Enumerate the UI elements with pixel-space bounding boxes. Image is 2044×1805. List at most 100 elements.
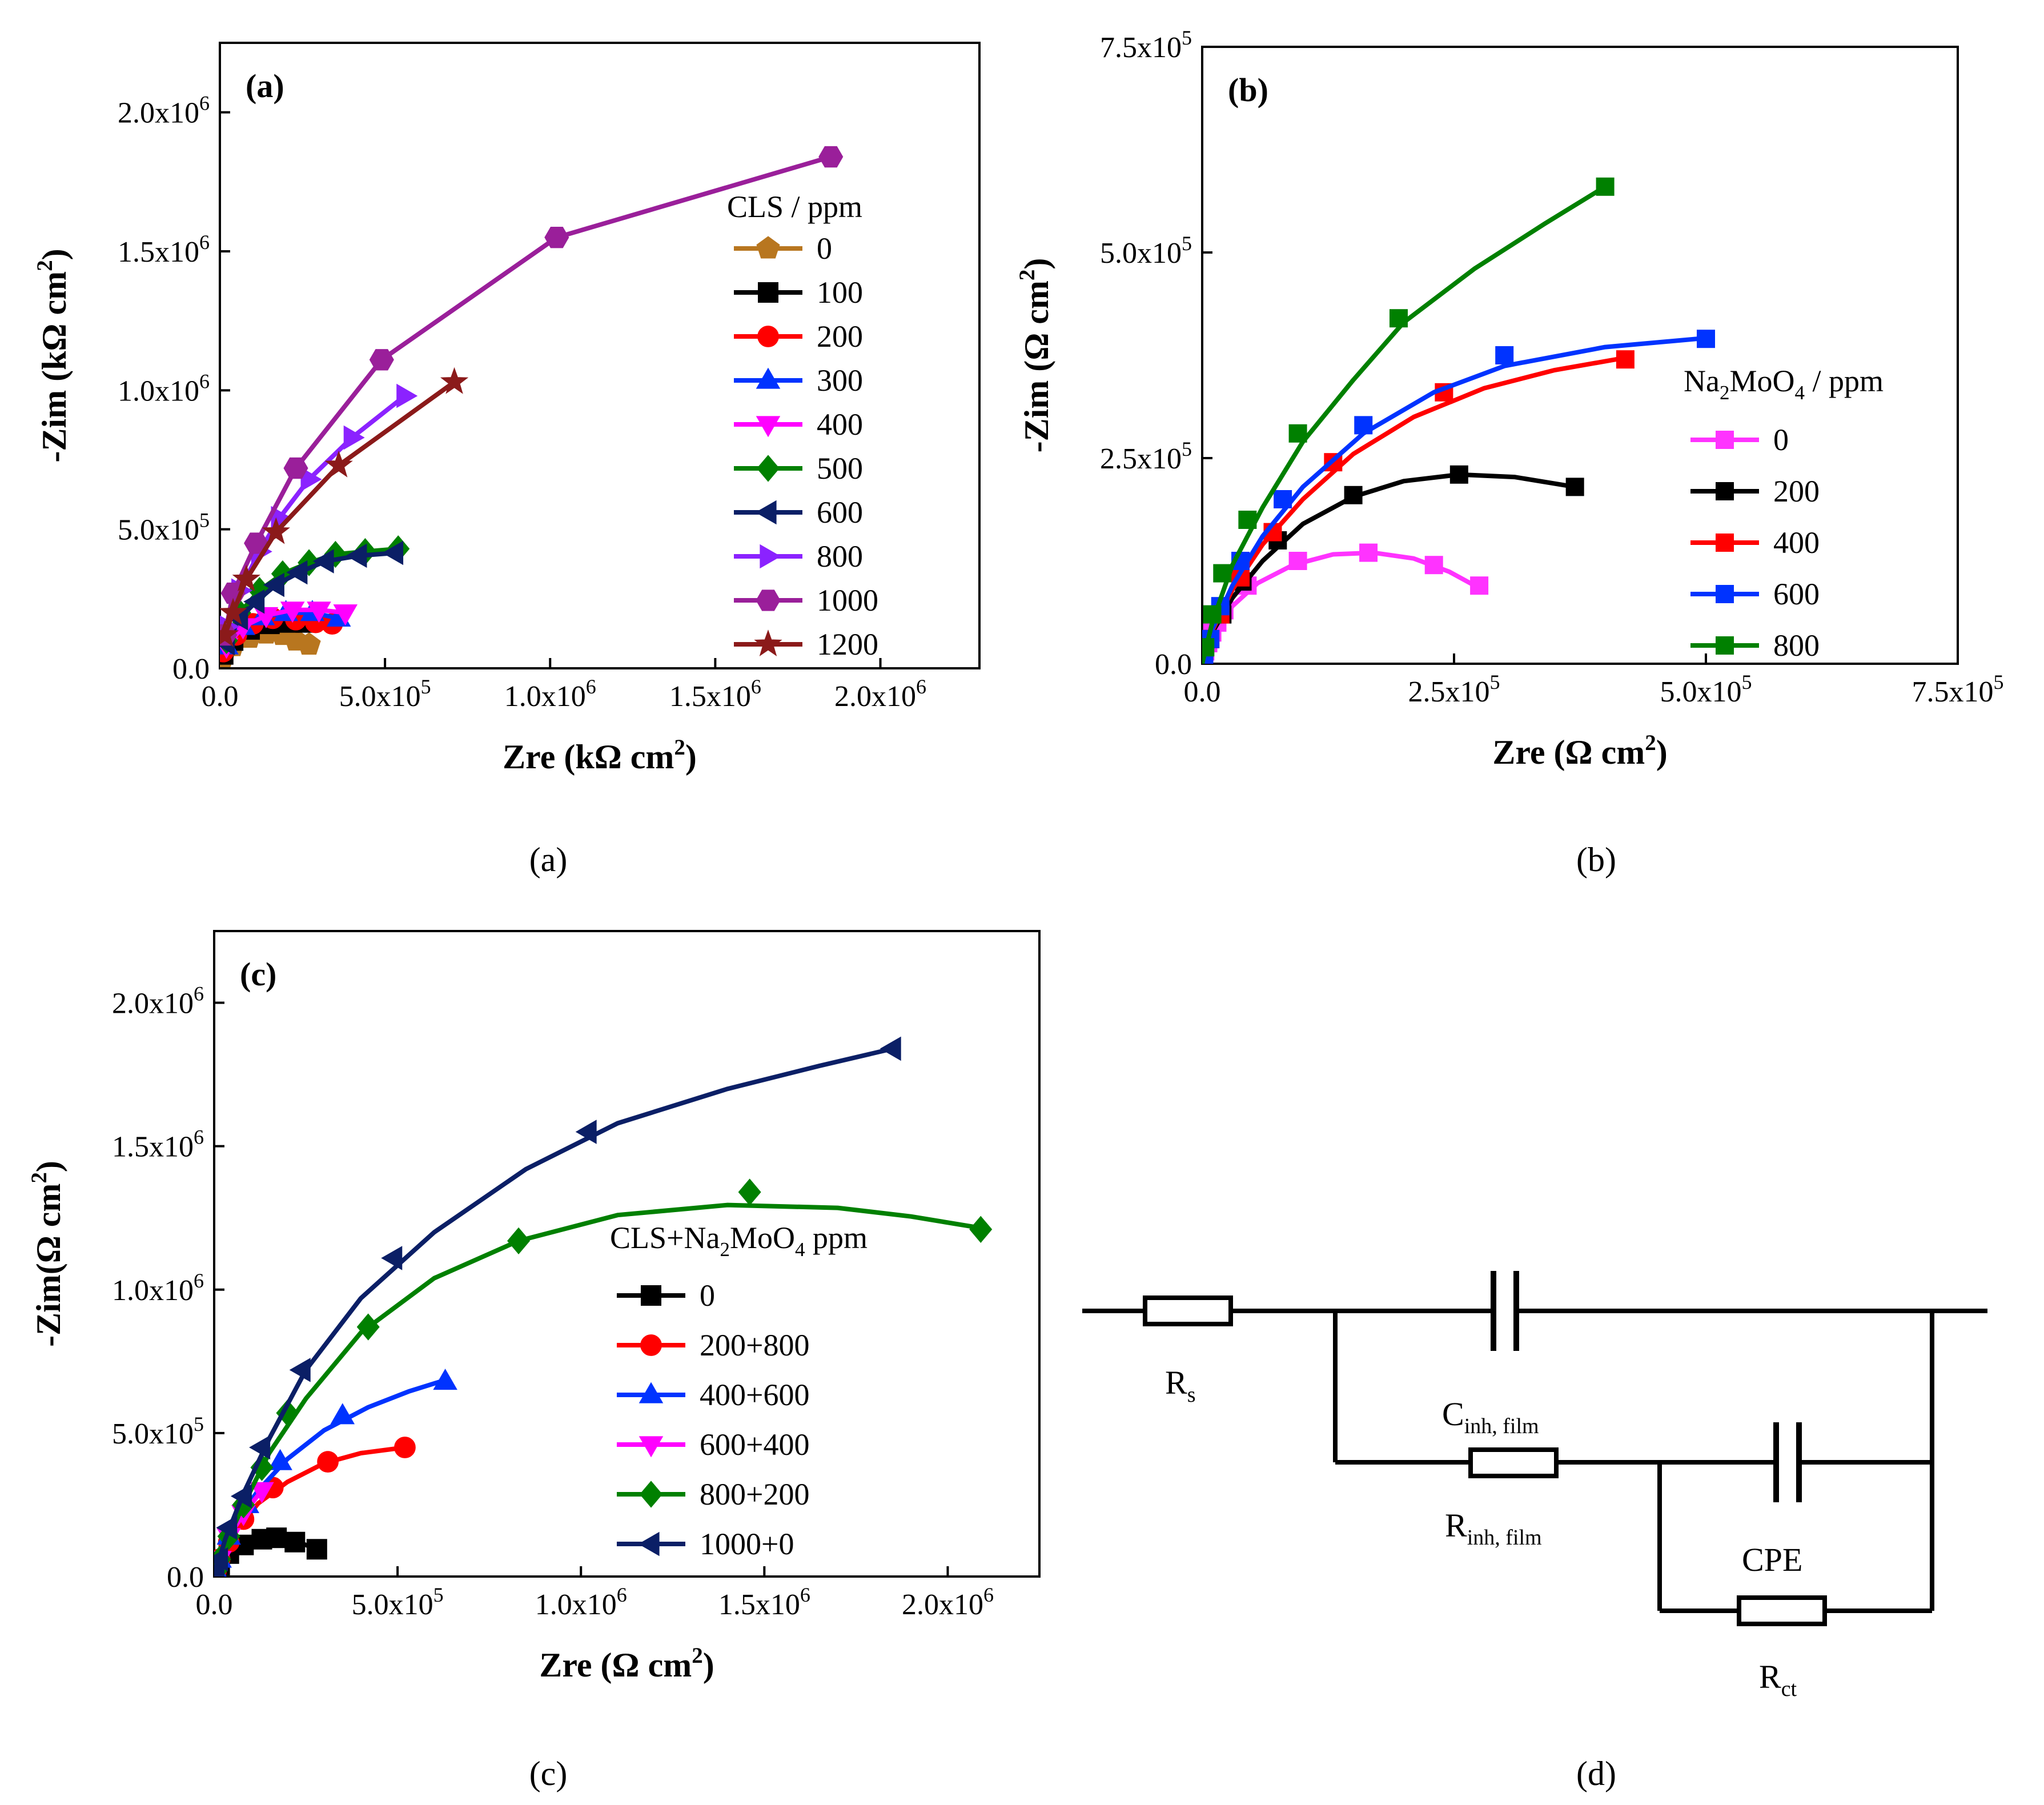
legend-swatch-marker <box>755 500 777 525</box>
data-point <box>262 517 290 544</box>
legend-swatch-marker <box>638 1531 660 1557</box>
data-point <box>440 367 469 394</box>
data-point <box>317 1451 339 1473</box>
data-point <box>280 601 305 623</box>
resistor-rinh <box>1468 1447 1559 1478</box>
y-tick-label: 2.0x106 <box>112 982 204 1020</box>
data-point <box>333 604 358 626</box>
legend: Na2MoO4 / ppm 0 200 400 600 800 <box>1684 364 1884 663</box>
x-axis-title: Zre (Ω cm2) <box>539 1643 714 1684</box>
legend-swatch-marker <box>641 1285 661 1306</box>
legend-item-600: 600 <box>734 495 863 530</box>
resistor-rct <box>1737 1595 1827 1626</box>
data-point <box>1274 490 1292 508</box>
data-point <box>300 467 322 492</box>
data-point <box>330 1403 355 1425</box>
legend-item-800: 800 <box>1690 628 1820 663</box>
y-tick-label: 1.5x106 <box>112 1126 204 1164</box>
label-rs: Rs <box>1165 1364 1195 1407</box>
data-point <box>249 1435 271 1460</box>
legend-swatch-marker <box>757 326 779 347</box>
data-point <box>232 564 260 592</box>
series-c-0 <box>214 1527 327 1577</box>
y-tick-label: 1.0x106 <box>112 1269 204 1307</box>
legend-title: CLS / ppm <box>727 190 862 224</box>
label-rct: Rct <box>1759 1658 1797 1701</box>
data-point <box>1616 350 1635 369</box>
legend-label: 600 <box>1773 577 1820 611</box>
legend-item-200: 200 <box>1690 474 1820 508</box>
legend-item-800: 800 <box>734 539 863 573</box>
data-point <box>1288 424 1307 443</box>
y-tick-label: 2.0x106 <box>118 92 210 130</box>
data-point <box>1495 346 1514 364</box>
data-point <box>382 540 404 565</box>
x-axis-title: Zre (Ω cm2) <box>1492 731 1667 771</box>
x-tick-label: 5.0x105 <box>1660 671 1752 708</box>
data-point <box>1238 511 1257 529</box>
legend-item-1000: 1000 <box>734 583 878 617</box>
legend-label: 800 <box>1773 628 1820 663</box>
legend-label: 1000 <box>817 583 878 617</box>
data-point <box>1359 543 1378 562</box>
legend: CLS+Na2MoO4 ppm 0 200+800 400+600 600+400 800… <box>610 1221 868 1561</box>
series-line <box>1202 472 1577 664</box>
data-point <box>216 1515 238 1540</box>
legend-item-1000+0: 1000+0 <box>617 1527 794 1561</box>
circuit-diagram <box>1082 1271 1987 1626</box>
y-tick-label: 1.5x106 <box>118 231 210 268</box>
data-point <box>312 549 334 573</box>
legend-item-200+800: 200+800 <box>617 1328 809 1362</box>
x-tick-label: 0.0 <box>1184 676 1221 708</box>
legend-swatch-marker <box>758 282 778 303</box>
series-c-1000+0 <box>214 1036 901 1577</box>
resistor-rs <box>1143 1295 1233 1326</box>
x-tick-label: 1.5x106 <box>669 675 761 713</box>
data-point <box>1203 605 1222 624</box>
data-point <box>307 601 331 623</box>
x-tick-label: 2.5x105 <box>1408 671 1500 708</box>
legend-item-600: 600 <box>1690 577 1820 611</box>
legend-swatch-marker <box>1716 534 1734 552</box>
legend-item-800+200: 800+200 <box>617 1477 809 1511</box>
data-point <box>346 543 367 568</box>
legend-label: 200 <box>817 319 863 354</box>
legend-item-0: 0 <box>1690 423 1789 457</box>
data-point <box>880 1036 901 1061</box>
legend-label: 800+200 <box>700 1477 809 1511</box>
series-b-600 <box>1202 330 1715 664</box>
data-point <box>283 457 308 479</box>
data-point <box>369 349 394 371</box>
data-point <box>356 1313 380 1341</box>
legend-label: 600 <box>817 495 863 530</box>
data-point <box>220 597 247 625</box>
data-point <box>1213 564 1232 583</box>
y-tick-label: 2.5x105 <box>1100 438 1192 475</box>
data-point <box>220 620 239 647</box>
data-point <box>1697 330 1715 348</box>
data-point <box>230 1484 252 1509</box>
x-axis-title: Zre (kΩ cm2) <box>503 735 697 776</box>
data-point <box>544 226 569 248</box>
legend-label: 300 <box>817 363 863 398</box>
data-point <box>1202 638 1215 657</box>
data-point <box>286 560 308 585</box>
y-tick-label: 0.0 <box>167 1561 204 1594</box>
legend-label: 600+400 <box>700 1427 809 1462</box>
legend-label: 200+800 <box>700 1328 809 1362</box>
legend-item-400: 400 <box>734 407 863 442</box>
data-point <box>433 1369 457 1390</box>
data-point <box>396 383 418 408</box>
legend: CLS / ppm 0 100 200 300 400 500 600 800 1000 1200 <box>727 190 878 661</box>
legend-title: Na2MoO4 / ppm <box>1684 364 1884 404</box>
data-point <box>1424 556 1443 575</box>
legend-swatch-marker <box>756 416 781 438</box>
data-point <box>969 1216 993 1243</box>
series-line <box>1202 184 1608 664</box>
data-point <box>306 1539 327 1560</box>
caption: (c) <box>529 1755 568 1792</box>
caption-d: (d) <box>1576 1755 1616 1792</box>
series-a-1200 <box>220 367 469 647</box>
y-tick-label: 0.0 <box>1155 648 1192 681</box>
